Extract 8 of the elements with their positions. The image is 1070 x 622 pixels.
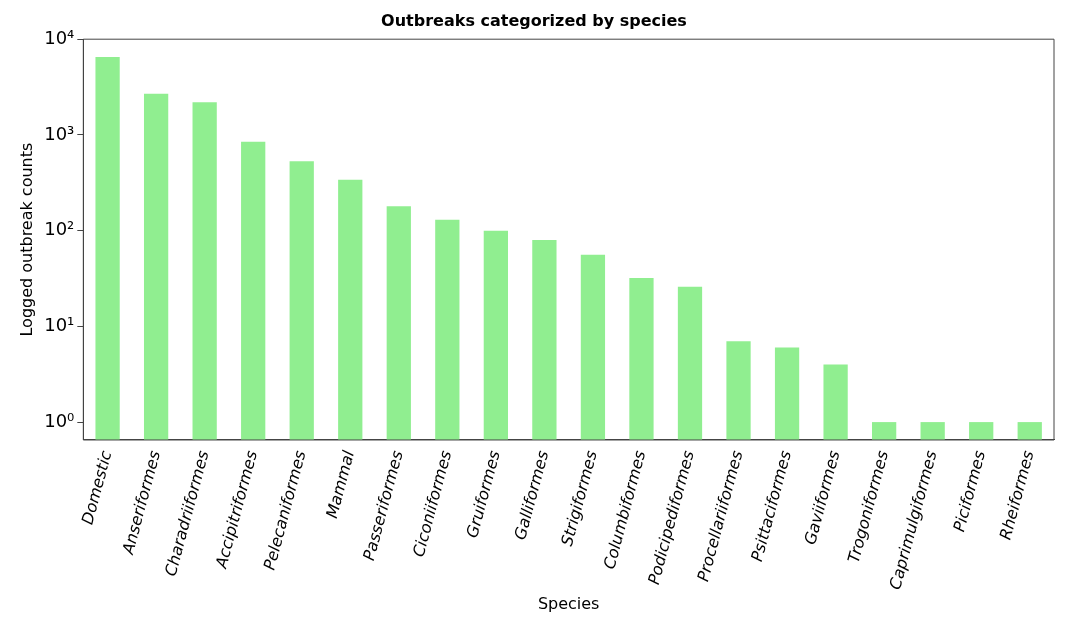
- y-axis-title: Logged outbreak counts: [16, 142, 36, 337]
- y-tick-label: 10¹: [44, 314, 75, 336]
- y-tick-label: 10²: [44, 218, 75, 240]
- y-tick-label: 10⁰: [44, 409, 75, 431]
- y-tick-label: 10³: [44, 122, 75, 144]
- y-tick-label: 10⁴: [44, 26, 75, 48]
- chart-title: Outbreaks categorized by species: [381, 10, 687, 30]
- x-axis-title: Species: [537, 593, 600, 613]
